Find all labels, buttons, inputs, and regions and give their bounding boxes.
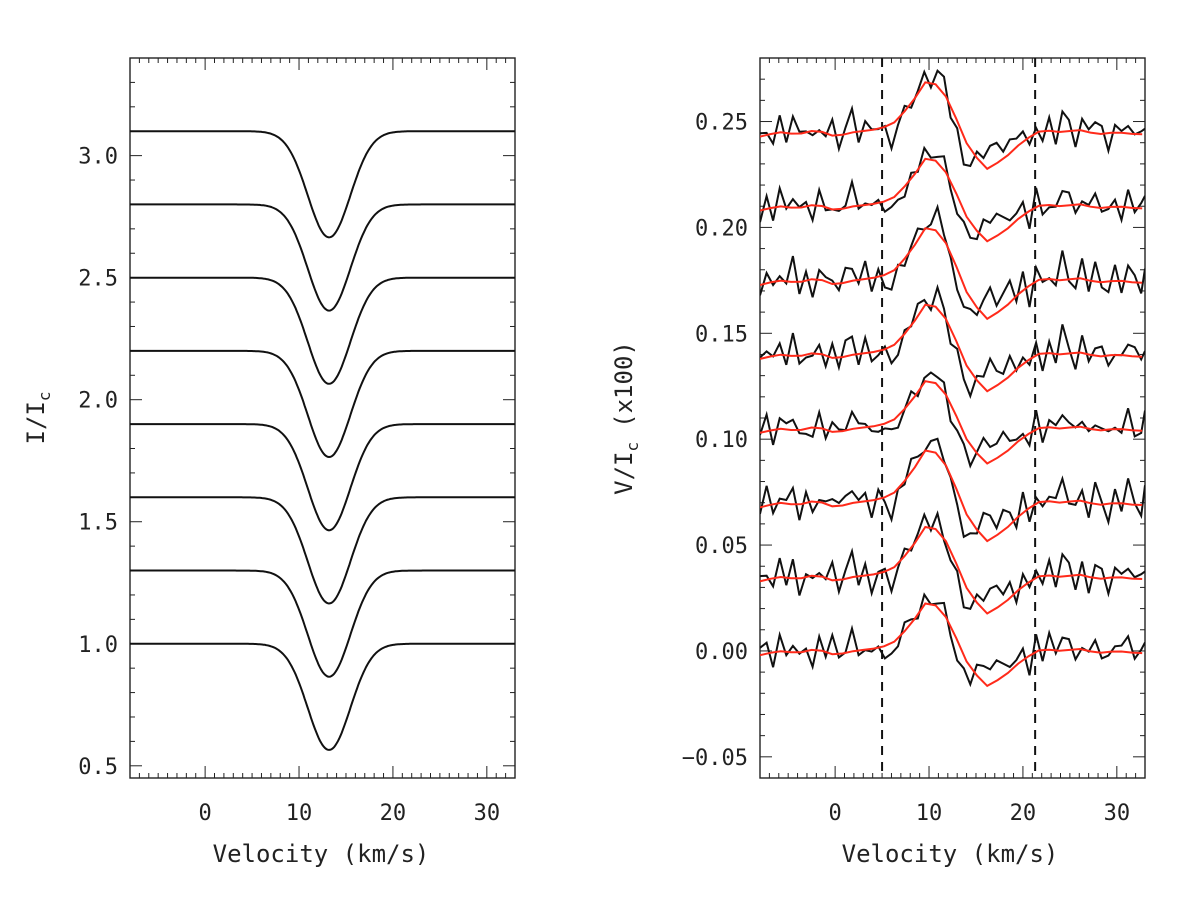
intensity-profile-8: [130, 130, 515, 239]
model-stokes-v-4: [760, 380, 1143, 465]
observed-stokes-v-4: [760, 371, 1145, 469]
left-plot-frame: [129, 57, 516, 779]
intensity-profile-1: [130, 642, 515, 751]
right-y-axis-title-main: V/I: [610, 451, 638, 494]
left-y-axis-title-sub: c: [35, 392, 54, 402]
right-x-tick-label: 20: [1010, 801, 1037, 826]
right-panel-stokes-v: 0 10 20 30 −0.05 0.00 0.05 0.10 0.15 0.20 0.25 V/Ic…: [610, 57, 1146, 826]
left-y-tick-label: 1.5: [78, 511, 118, 536]
model-stokes-v-7: [760, 157, 1143, 243]
right-y-tick-label: −0.05: [682, 746, 748, 771]
intensity-profile-5: [130, 349, 515, 459]
right-x-axis-title: Velocity (km/s): [842, 840, 1059, 868]
left-x-tick-label: 20: [380, 801, 407, 826]
left-x-axis-title: Velocity (km/s): [213, 840, 430, 868]
model-stokes-v-2: [760, 525, 1143, 615]
right-y-tick-label: 0.15: [695, 322, 748, 347]
model-stokes-v-8: [760, 81, 1143, 171]
right-x-tick-label: 10: [916, 801, 943, 826]
observed-stokes-v-1: [760, 592, 1145, 688]
intensity-profile-4: [130, 423, 515, 532]
model-stokes-v-5: [760, 303, 1143, 393]
observed-stokes-v-6: [760, 203, 1145, 317]
right-y-axis-title-sub: c: [623, 442, 642, 452]
intensity-profile-6: [130, 276, 515, 385]
right-y-axis-title: V/Ic (x100): [610, 341, 642, 495]
intensity-profile-2: [130, 569, 515, 678]
right-y-tick-label: 0.00: [695, 640, 748, 665]
model-stokes-v-1: [760, 602, 1143, 688]
right-y-tick-label: 0.25: [695, 111, 748, 136]
right-y-tick-label: 0.10: [695, 428, 748, 453]
right-x-tick-label: 30: [1104, 801, 1131, 826]
model-stokes-v-3: [760, 449, 1143, 543]
model-stokes-v-6: [760, 227, 1143, 321]
observed-stokes-v-8: [760, 68, 1145, 168]
left-y-tick-label: 2.0: [78, 389, 118, 414]
right-y-axis-title-suffix: (x100): [610, 341, 638, 428]
right-plot-area: [760, 58, 1145, 778]
intensity-profile-7: [130, 203, 515, 312]
intensity-profile-3: [130, 496, 515, 605]
left-y-axis-title: I/Ic: [22, 392, 54, 445]
observed-stokes-v-2: [760, 510, 1145, 610]
observed-stokes-v-7: [760, 145, 1145, 241]
left-y-tick-label: 0.5: [78, 755, 118, 780]
left-panel-intensity: 0 10 20 30 0.5 1.0 1.5 2.0 2.5 3.0 I/Ic: [22, 57, 516, 826]
observed-stokes-v-5: [760, 283, 1145, 399]
left-x-tick-label: 0: [198, 801, 211, 826]
left-y-tick-label: 1.0: [78, 633, 118, 658]
left-x-tick-label: 10: [286, 801, 313, 826]
left-x-tick-label: 30: [474, 801, 501, 826]
left-y-tick-label: 3.0: [78, 145, 118, 170]
observed-stokes-v-3: [760, 437, 1145, 539]
left-y-tick-label: 2.5: [78, 267, 118, 292]
left-y-axis-title-main: I/I: [22, 401, 50, 444]
right-y-tick-label: 0.20: [695, 216, 748, 241]
right-y-tick-label: 0.05: [695, 534, 748, 559]
right-x-tick-label: 0: [828, 801, 841, 826]
